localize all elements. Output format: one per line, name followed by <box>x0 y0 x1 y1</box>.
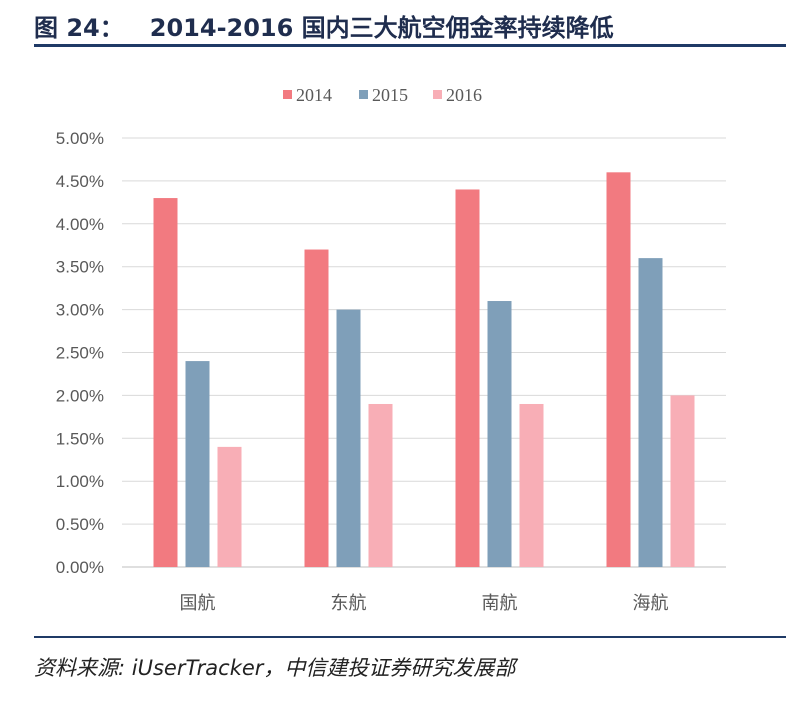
y-tick-label: 0.00% <box>56 558 104 577</box>
y-tick-label: 3.50% <box>56 258 104 277</box>
bar-2016 <box>670 395 695 567</box>
bars <box>153 172 695 568</box>
bar-2014 <box>304 249 329 568</box>
legend: 2014 2015 2016 <box>283 85 482 105</box>
legend-swatch <box>283 90 292 99</box>
y-tick-label: 3.00% <box>56 301 104 320</box>
bar-2016 <box>519 403 544 567</box>
gridlines <box>122 137 726 568</box>
y-tick-label: 4.50% <box>56 172 104 191</box>
x-category-label: 东航 <box>331 593 367 614</box>
y-tick-label: 4.00% <box>56 215 104 234</box>
legend-label: 2016 <box>446 85 482 105</box>
y-tick-label: 2.00% <box>56 386 104 405</box>
x-category-label: 南航 <box>482 593 518 614</box>
bar-2015 <box>336 309 361 567</box>
bar-2014 <box>455 189 480 568</box>
bar-chart: 0.00% 0.50% 1.00% 1.50% 2.00% 2.50% 3.00% 3.50%… <box>56 85 726 614</box>
bar-2016 <box>217 446 242 567</box>
y-axis-ticks: 0.00% 0.50% 1.00% 1.50% 2.00% 2.50% 3.00% 3.50%… <box>56 129 104 577</box>
x-axis-categories: 国航 东航 南航 海航 <box>180 593 669 614</box>
y-tick-label: 2.50% <box>56 344 104 363</box>
legend-label: 2015 <box>372 85 408 105</box>
bar-2015 <box>185 361 210 567</box>
figure-number: 图 24： <box>34 14 124 42</box>
x-category-label: 海航 <box>633 593 669 614</box>
y-tick-label: 1.00% <box>56 472 104 491</box>
bar-2015 <box>638 258 663 567</box>
legend-label: 2014 <box>296 85 332 105</box>
y-tick-label: 1.50% <box>56 429 104 448</box>
bar-2015 <box>487 301 512 567</box>
bar-2014 <box>606 172 631 567</box>
x-category-label: 国航 <box>180 593 216 614</box>
y-tick-label: 0.50% <box>56 515 104 534</box>
title-rule <box>34 44 786 47</box>
source-rule <box>34 636 786 638</box>
figure-title-row: 图 24： 2014-2016 国内三大航空佣金率持续降低 <box>34 8 614 43</box>
legend-swatch <box>433 90 442 99</box>
source-note: 资料来源: iUserTracker，中信建投证券研究发展部 <box>34 656 516 680</box>
figure-title: 2014-2016 国内三大航空佣金率持续降低 <box>149 14 614 42</box>
bar-2016 <box>368 403 393 567</box>
bar-2014 <box>153 198 178 567</box>
legend-swatch <box>359 90 368 99</box>
y-tick-label: 5.00% <box>56 129 104 148</box>
